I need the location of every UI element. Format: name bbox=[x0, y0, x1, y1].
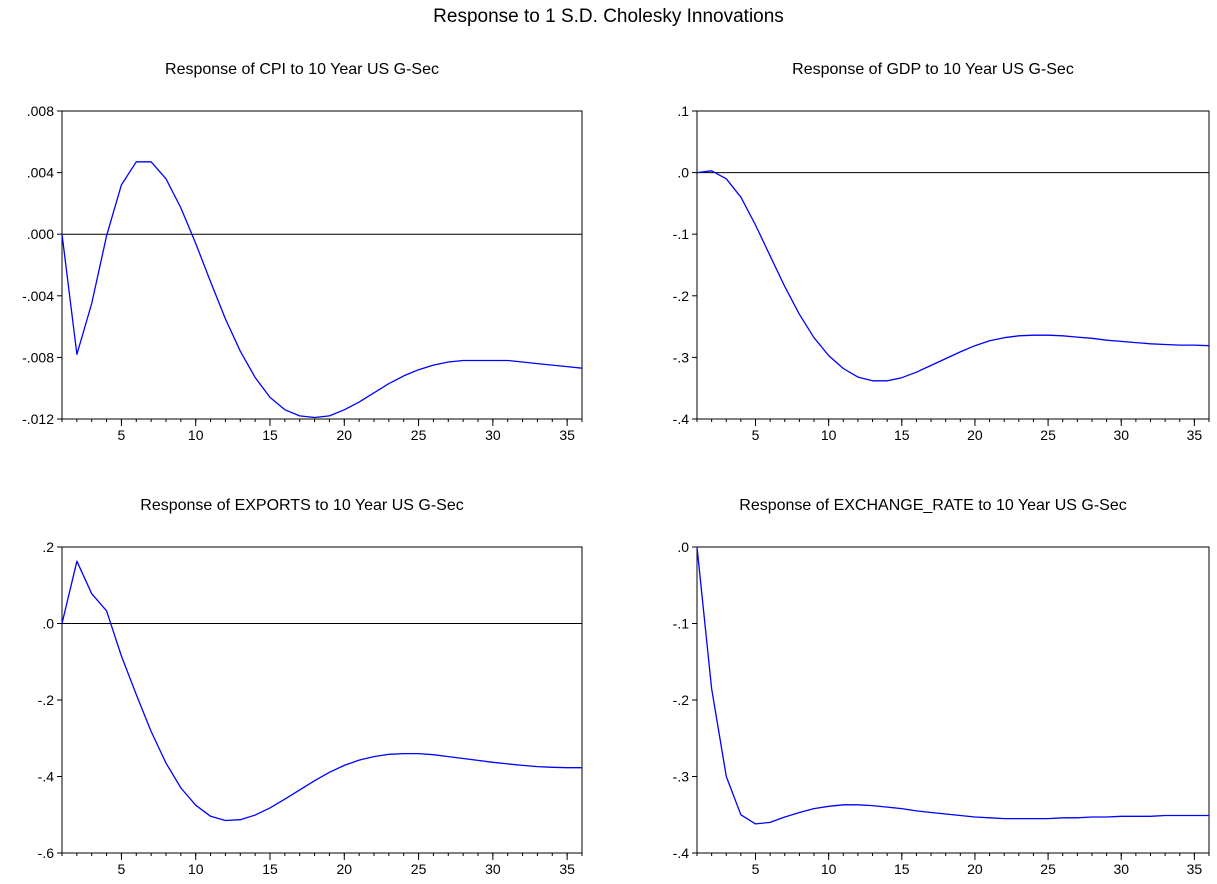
cpi-x-tick-label: 15 bbox=[262, 427, 278, 443]
cpi-x-tick-label: 5 bbox=[118, 427, 126, 443]
gdp-x-tick-label: 5 bbox=[752, 427, 760, 443]
gdp-x-tick-label: 10 bbox=[821, 427, 837, 443]
cpi-y-tick-label: .004 bbox=[27, 165, 54, 181]
gdp-y-tick-label: .1 bbox=[677, 103, 689, 119]
cpi-plot-frame bbox=[61, 110, 583, 420]
exchange-rate-x-tick-label: 5 bbox=[752, 861, 760, 877]
cpi-x-tick-label: 25 bbox=[411, 427, 427, 443]
exports-y-tick-label: -.2 bbox=[38, 692, 55, 708]
exchange-rate-x-tick-label: 20 bbox=[967, 861, 983, 877]
exchange-rate-x-tick-label: 15 bbox=[894, 861, 910, 877]
exchange-rate-x-tick-label: 35 bbox=[1187, 861, 1203, 877]
exports-plot-frame bbox=[61, 546, 583, 854]
cpi-panel-title: Response of CPI to 10 Year US G-Sec bbox=[165, 61, 439, 78]
cpi-x-tick-label: 10 bbox=[188, 427, 204, 443]
exports-x-tick-label: 15 bbox=[262, 861, 278, 877]
exchange-rate-panel-title: Response of EXCHANGE_RATE to 10 Year US … bbox=[739, 497, 1126, 514]
exports-y-tick-label: -.4 bbox=[38, 769, 55, 785]
gdp-y-tick-label: -.2 bbox=[673, 288, 690, 304]
exports-panel-title: Response of EXPORTS to 10 Year US G-Sec bbox=[140, 497, 463, 514]
panel-cpi: Response of CPI to 10 Year US G-Sec .008.… bbox=[22, 61, 583, 443]
exchange-rate-x-tick-label: 30 bbox=[1113, 861, 1129, 877]
exchange-rate-y-tick-label: -.3 bbox=[673, 769, 690, 785]
exchange-rate-y-tick-label: -.2 bbox=[673, 692, 690, 708]
panel-exports: Response of EXPORTS to 10 Year US G-Sec.… bbox=[38, 497, 583, 877]
exchange-rate-response-line bbox=[696, 546, 1209, 825]
gdp-x-tick-label: 25 bbox=[1040, 427, 1056, 443]
panel-exchange-rate: Response of EXCHANGE_RATE to 10 Year US … bbox=[673, 497, 1210, 877]
gdp-plot-frame bbox=[696, 110, 1210, 420]
cpi-y-tick-label: -.012 bbox=[22, 411, 54, 427]
exchange-rate-y-tick-label: -.1 bbox=[673, 616, 690, 632]
exchange-rate-x-tick-label: 25 bbox=[1040, 861, 1056, 877]
cpi-y-tick-label: .008 bbox=[27, 103, 54, 119]
cpi-x-tick-label: 30 bbox=[485, 427, 501, 443]
exchange-rate-y-tick-label: .0 bbox=[677, 539, 689, 555]
exports-y-tick-label: -.6 bbox=[38, 845, 55, 861]
exports-x-tick-label: 10 bbox=[188, 861, 204, 877]
exports-y-tick-label: .2 bbox=[42, 539, 54, 555]
panel-gdp: Response of GDP to 10 Year US G-Sec .1 .0 -… bbox=[673, 61, 1210, 443]
gdp-x-tick-label: 20 bbox=[967, 427, 983, 443]
exports-response-line bbox=[61, 560, 582, 822]
figure-title: Response to 1 S.D. Cholesky Innovations bbox=[433, 6, 784, 27]
gdp-y-tick-label: -.3 bbox=[673, 349, 690, 365]
gdp-x-tick-label: 30 bbox=[1113, 427, 1129, 443]
gdp-panel-title: Response of GDP to 10 Year US G-Sec bbox=[792, 61, 1074, 78]
cpi-response-line bbox=[61, 161, 583, 419]
gdp-y-tick-label: .0 bbox=[677, 165, 689, 181]
cpi-y-tick-label: -.008 bbox=[22, 349, 54, 365]
gdp-x-tick-label: 35 bbox=[1187, 427, 1203, 443]
exports-x-tick-label: 5 bbox=[118, 861, 126, 877]
exports-x-tick-label: 30 bbox=[485, 861, 501, 877]
gdp-x-tick-label: 15 bbox=[894, 427, 910, 443]
exports-x-tick-label: 20 bbox=[336, 861, 352, 877]
cpi-y-tick-label: .000 bbox=[27, 226, 54, 242]
gdp-response-line bbox=[696, 170, 1210, 382]
gdp-y-tick-label: -.1 bbox=[673, 226, 690, 242]
exchange-rate-x-tick-label: 10 bbox=[821, 861, 837, 877]
exchange-rate-y-tick-label: -.4 bbox=[673, 845, 690, 861]
gdp-y-tick-label: -.4 bbox=[673, 411, 690, 427]
exports-y-tick-label: .0 bbox=[42, 616, 54, 632]
cpi-y-tick-label: -.004 bbox=[22, 288, 54, 304]
exports-x-tick-label: 25 bbox=[411, 861, 427, 877]
exports-x-tick-label: 35 bbox=[559, 861, 575, 877]
cpi-x-tick-label: 20 bbox=[336, 427, 352, 443]
exchange-rate-plot-frame bbox=[696, 546, 1210, 854]
cpi-x-tick-label: 35 bbox=[559, 427, 575, 443]
